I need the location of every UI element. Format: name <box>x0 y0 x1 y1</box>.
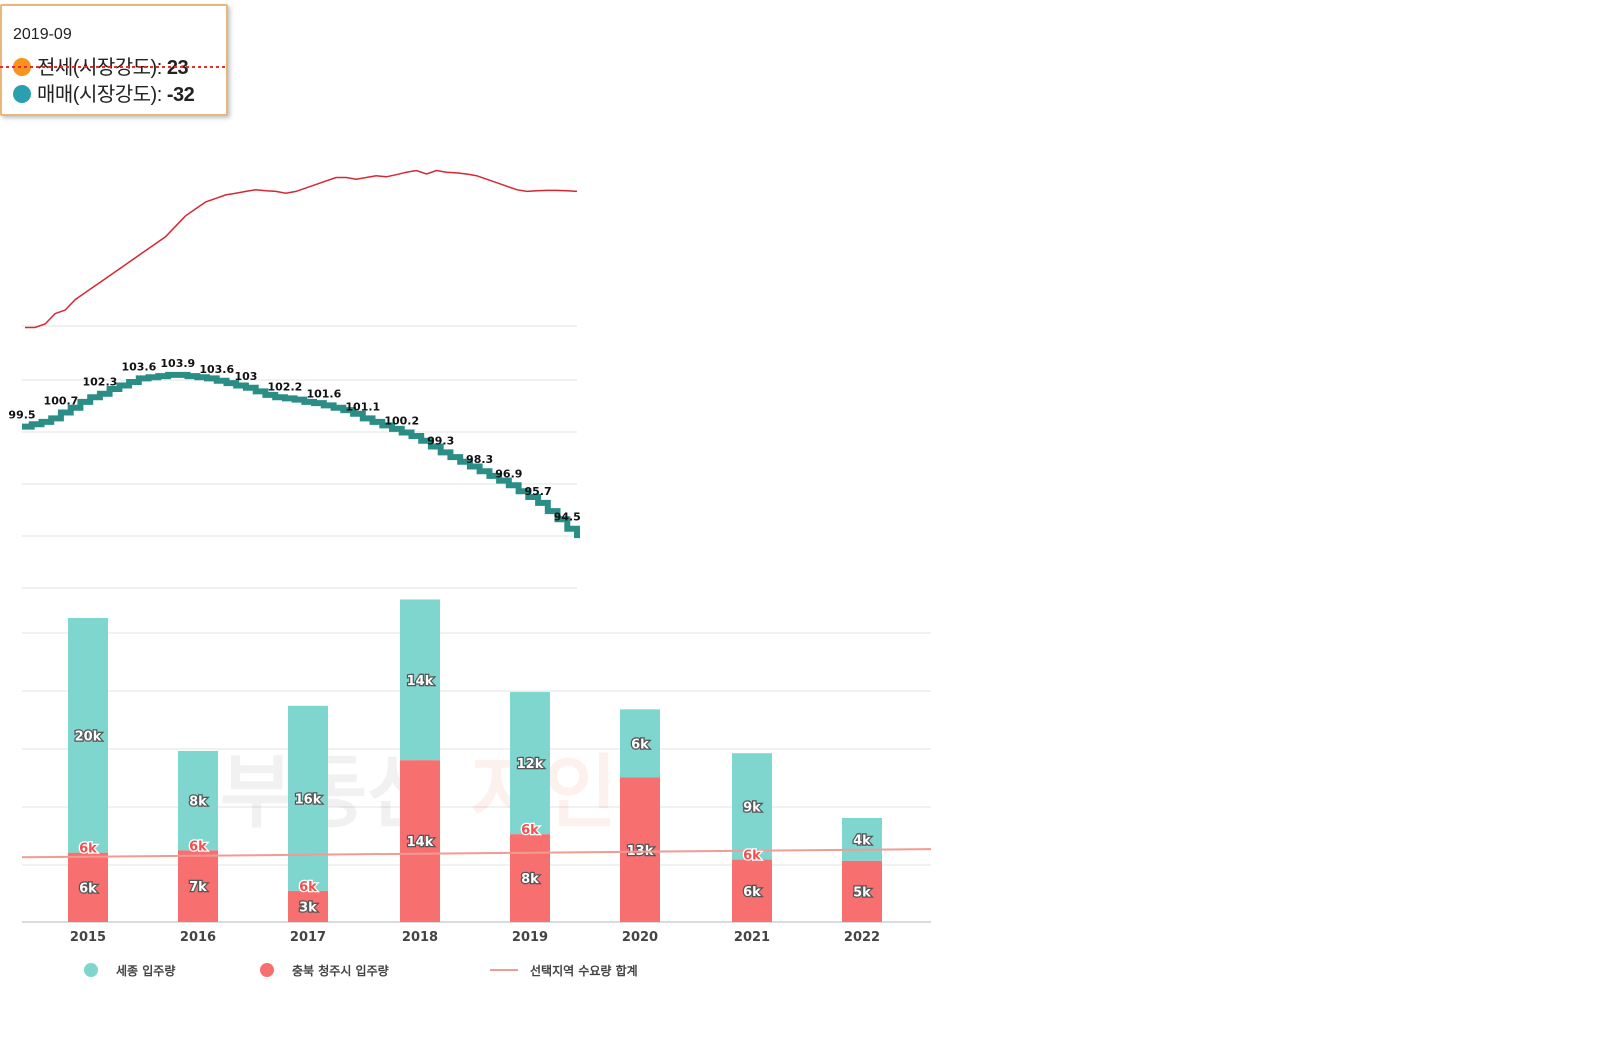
demand-value-label: 6k <box>743 849 761 864</box>
sales-index-data-label: 100.2 <box>384 414 419 427</box>
cheongju-bar <box>178 850 218 922</box>
chart-tooltip: 2019-09 전세(시장강도): 23 매매(시장강도): -32 <box>0 4 228 116</box>
cheongju-bar <box>732 859 772 922</box>
cheongju-bar <box>842 860 882 922</box>
sales-index-data-label: 103.9 <box>160 357 195 370</box>
sales-index-data-label: 90 <box>618 0 634 3</box>
sejong-bar <box>620 709 660 778</box>
sales-index-data-label: 98.3 <box>466 453 493 466</box>
cheongju-bar <box>288 890 328 922</box>
sejong-bar <box>178 750 218 851</box>
x-tick-label: 2019 <box>512 930 548 945</box>
sales-index-data-label: 102.2 <box>267 380 302 393</box>
sejong-bar <box>68 617 108 853</box>
jeonse-series-line <box>25 169 578 329</box>
sejong-bar-label: 16k <box>295 792 322 807</box>
tooltip-date: 2019-09 <box>13 26 72 43</box>
sales-index-data-label: 101.6 <box>306 387 341 400</box>
x-tick-label: 2016 <box>180 930 216 945</box>
sales-index-data-label: 91.6 <box>593 0 620 3</box>
sejong-bar <box>400 599 440 761</box>
cheongju-bar <box>620 777 660 922</box>
cheongju-bar-label: 3k <box>299 900 317 915</box>
legend-label-cheongju: 충북 청주시 입주량 <box>292 963 389 978</box>
sales-index-data-label: 96.9 <box>495 467 522 480</box>
supply-bar-chart: 6k 20k 2015 7k 8k 2016 3k 16k 2017 14k 14k 2018 8k 12… <box>21 599 932 945</box>
sejong-legend-marker-icon <box>84 963 98 977</box>
cheongju-bar <box>510 834 550 922</box>
jeonse-index-chart <box>25 169 578 329</box>
x-tick-label: 2020 <box>622 930 658 945</box>
sales-index-data-label: 102.3 <box>82 376 117 389</box>
x-tick-label: 2018 <box>402 930 438 945</box>
demand-total-line <box>21 848 932 859</box>
tooltip-jeonse-value: 23 <box>166 57 189 79</box>
sejong-bar-label: 6k <box>631 737 649 752</box>
x-tick-label: 2015 <box>70 930 106 945</box>
cheongju-legend-marker-icon <box>260 963 274 977</box>
cheongju-bar-label: 6k <box>743 885 761 900</box>
cheongju-bar-label: 7k <box>189 880 207 895</box>
tooltip-maemae-value: -32 <box>166 84 195 106</box>
sejong-bar-label: 4k <box>853 833 871 848</box>
cheongju-bar <box>400 760 440 922</box>
bar-chart-legend: 세종 입주량 충북 청주시 입주량 선택지역 수요량 합계 <box>84 963 638 978</box>
sales-index-data-label: 103.6 <box>199 363 234 376</box>
sales-index-data-label: 101.1 <box>345 400 380 413</box>
sejong-bar-label: 20k <box>75 729 102 744</box>
sales-index-data-label: 103 <box>234 370 257 383</box>
sales-index-data-label: 99.5 <box>8 409 35 422</box>
sejong-bar <box>842 817 882 861</box>
sejong-bar-label: 9k <box>743 800 761 815</box>
legend-label-sejong: 세종 입주량 <box>116 963 175 978</box>
sales-index-data-label: 95.7 <box>524 485 551 498</box>
cheongju-bar-label: 8k <box>521 872 539 887</box>
x-tick-label: 2017 <box>290 930 326 945</box>
jeonse-dot-icon <box>13 58 31 76</box>
cheongju-bar-label: 5k <box>853 885 871 900</box>
demand-value-label: 6k <box>79 842 97 857</box>
legend-label-demand: 선택지역 수요량 합계 <box>530 963 638 978</box>
x-tick-label: 2021 <box>734 930 770 945</box>
tooltip-row-maemae: 매매(시장강도): -32 <box>13 78 195 107</box>
sales-index-data-label: 99.3 <box>427 434 454 447</box>
demand-value-label: 6k <box>189 839 207 854</box>
sales-index-series-line <box>22 371 580 539</box>
sales-index-data-label: 100.7 <box>44 394 79 407</box>
sejong-bar <box>732 753 772 860</box>
cheongju-bar-label: 6k <box>79 881 97 896</box>
maemae-dot-icon <box>13 85 31 103</box>
x-tick-label: 2022 <box>844 930 880 945</box>
sejong-bar-label: 12k <box>517 757 544 772</box>
sales-index-data-label: 103.6 <box>121 360 156 373</box>
sejong-bar-label: 8k <box>189 795 207 810</box>
tooltip-maemae-label: 매매(시장강도) <box>37 84 157 106</box>
demand-value-label: 6k <box>299 880 317 895</box>
sejong-bar-label: 14k <box>407 674 434 689</box>
grid-lines <box>22 325 931 923</box>
sales-index-data-label: 93 <box>579 0 594 3</box>
demand-value-label: 6k <box>521 823 539 838</box>
sejong-bar <box>510 691 550 835</box>
sales-index-data-label: 94.5 <box>554 511 581 524</box>
sejong-bar <box>288 705 328 891</box>
cheongju-bar <box>68 852 108 922</box>
cheongju-bar-label: 14k <box>407 835 434 850</box>
